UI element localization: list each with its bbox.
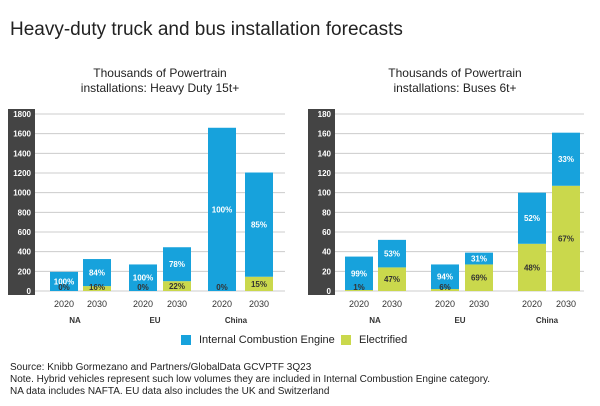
data-label-ice: 31% <box>471 255 487 264</box>
group-label: EU <box>149 316 160 325</box>
data-label-electrified: 6% <box>439 283 451 292</box>
bar-electrified <box>552 185 580 291</box>
data-label-ice: 33% <box>558 155 574 164</box>
y-tick-label: 1800 <box>13 110 31 119</box>
bar-ice <box>345 256 373 291</box>
group-label: China <box>225 316 248 325</box>
bar-electrified <box>465 264 493 291</box>
x-tick-label: 2020 <box>133 299 153 309</box>
bar-ice <box>431 264 459 290</box>
y-tick-label: 20 <box>322 267 331 276</box>
y-tick-label: 140 <box>318 149 332 158</box>
bar-ice <box>163 247 191 282</box>
x-tick-label: 2020 <box>212 299 232 309</box>
chart-title-heavy-duty: Thousands of Powertrain installations: H… <box>80 66 240 95</box>
data-label-ice: 99% <box>351 269 367 278</box>
y-tick-label: 60 <box>322 228 331 237</box>
data-label-electrified: 15% <box>251 280 267 289</box>
page-title: Heavy-duty truck and bus installation fo… <box>10 19 403 40</box>
bar-electrified <box>378 267 406 291</box>
data-label-ice: 100% <box>133 274 153 283</box>
bar-ice <box>465 252 493 265</box>
bar-electrified <box>83 286 111 291</box>
y-tick-label: 120 <box>318 169 332 178</box>
legend-electrified-label: Electrified <box>359 334 408 346</box>
chart-title-buses: Thousands of Powertrain installations: B… <box>388 66 522 95</box>
data-label-ice: 85% <box>251 221 267 230</box>
bar-ice <box>208 127 236 292</box>
y-tick-label: 80 <box>322 208 331 217</box>
bar-electrified <box>518 243 546 291</box>
data-label-ice: 84% <box>89 269 105 278</box>
x-tick-label: 2030 <box>249 299 269 309</box>
bar-ice <box>518 192 546 244</box>
data-label-electrified: 0% <box>58 283 70 292</box>
data-label-ice: 52% <box>524 214 540 223</box>
y-tick-label: 1400 <box>13 149 31 158</box>
x-tick-label: 2030 <box>556 299 576 309</box>
group-label: EU <box>454 316 465 325</box>
y-axis-band <box>8 109 35 295</box>
data-label-electrified: 0% <box>137 283 149 292</box>
data-label-electrified: 1% <box>353 283 365 292</box>
y-tick-label: 800 <box>18 208 32 217</box>
x-tick-label: 2020 <box>522 299 542 309</box>
bar-electrified <box>245 276 273 291</box>
group-label: NA <box>69 316 81 325</box>
y-tick-label: 200 <box>18 267 32 276</box>
source-note: Source: Knibb Gormezano and Partners/Glo… <box>10 362 312 373</box>
x-tick-label: 2020 <box>349 299 369 309</box>
legend-ice-swatch <box>181 335 191 345</box>
legend-electrified-swatch <box>341 335 351 345</box>
bar-electrified <box>431 289 459 291</box>
bar-electrified <box>345 290 373 291</box>
data-label-ice: 53% <box>384 250 400 259</box>
y-tick-label: 0 <box>327 287 332 296</box>
x-tick-label: 2030 <box>469 299 489 309</box>
data-label-electrified: 16% <box>89 283 105 292</box>
data-label-ice: 100% <box>54 277 74 286</box>
x-tick-label: 2020 <box>435 299 455 309</box>
y-axis-band <box>308 109 335 295</box>
x-tick-label: 2030 <box>382 299 402 309</box>
x-tick-label: 2020 <box>54 299 74 309</box>
y-tick-label: 1000 <box>13 189 31 198</box>
bar-ice <box>552 132 580 186</box>
footnotes: Source: Knibb Gormezano and Partners/Glo… <box>10 362 490 398</box>
y-tick-label: 600 <box>18 228 32 237</box>
legend-electrified: Electrified <box>341 334 407 346</box>
x-tick-label: 2030 <box>87 299 107 309</box>
y-tick-label: 1600 <box>13 130 31 139</box>
bar-ice <box>129 264 157 291</box>
data-label-electrified: 22% <box>169 282 185 291</box>
bar-ice <box>83 259 111 287</box>
y-tick-label: 0 <box>27 287 32 296</box>
y-tick-label: 1200 <box>13 169 31 178</box>
bar-ice <box>245 172 273 277</box>
bar-electrified <box>163 281 191 291</box>
data-label-electrified: 67% <box>558 234 574 243</box>
y-tick-label: 100 <box>318 189 332 198</box>
legend-ice: Internal Combustion Engine <box>181 334 335 346</box>
bar-ice <box>50 271 78 291</box>
bar-ice <box>378 239 406 268</box>
region-note: NA data includes NAFTA. EU data also inc… <box>10 386 330 397</box>
y-tick-label: 400 <box>18 248 32 257</box>
hybrid-note: Note. Hybrid vehicles represent such low… <box>10 374 491 385</box>
y-tick-label: 180 <box>318 110 332 119</box>
data-label-electrified: 69% <box>471 274 487 283</box>
legend-ice-label: Internal Combustion Engine <box>199 334 335 346</box>
data-label-electrified: 47% <box>384 275 400 284</box>
data-label-ice: 100% <box>212 205 232 214</box>
y-tick-label: 160 <box>318 130 332 139</box>
data-label-ice: 78% <box>169 260 185 269</box>
data-label-ice: 94% <box>437 273 453 282</box>
group-label: China <box>536 316 559 325</box>
data-label-electrified: 0% <box>216 283 228 292</box>
y-tick-label: 40 <box>322 248 331 257</box>
data-label-electrified: 48% <box>524 263 540 272</box>
x-tick-label: 2030 <box>167 299 187 309</box>
group-label: NA <box>369 316 381 325</box>
